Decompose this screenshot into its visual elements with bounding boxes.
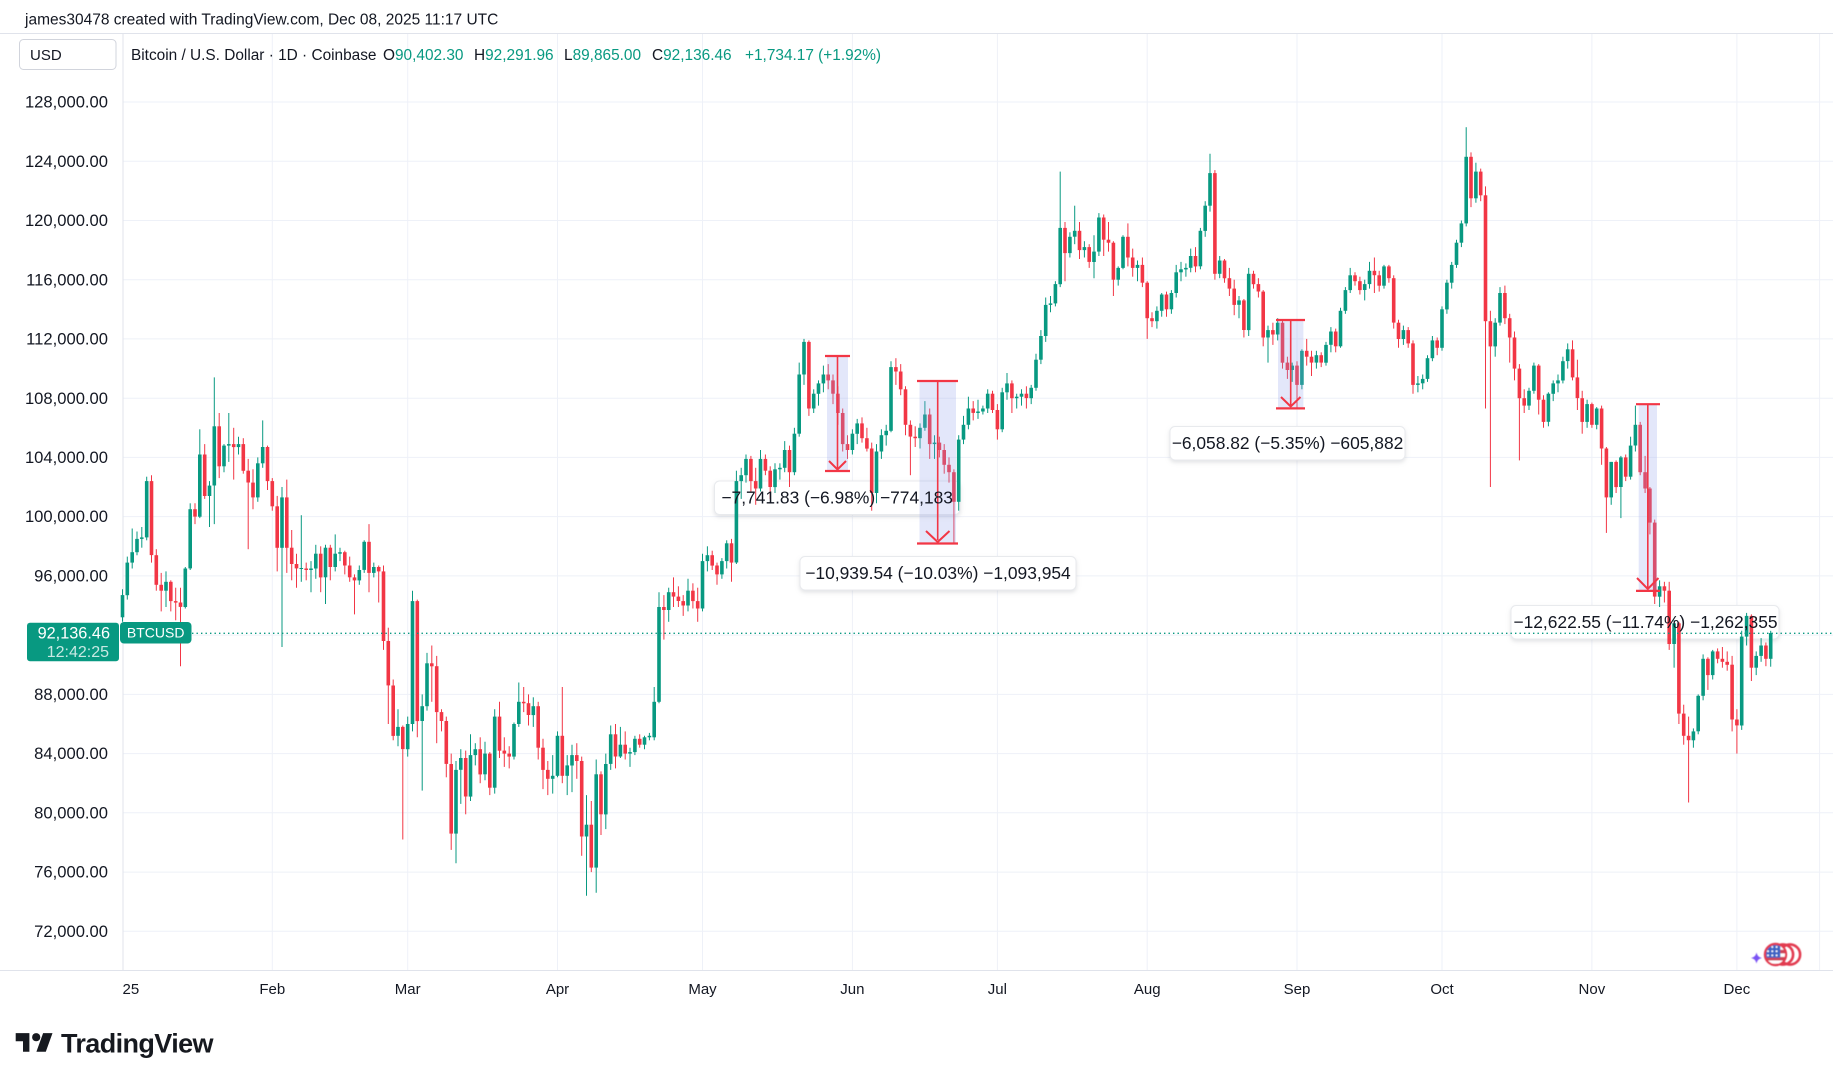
svg-text:96,000.00: 96,000.00 [34,567,108,586]
svg-text:H92,291.96: H92,291.96 [474,47,554,64]
svg-text:116,000.00: 116,000.00 [26,270,108,289]
svg-text:TradingView: TradingView [61,1029,215,1059]
svg-text:112,000.00: 112,000.00 [26,330,108,349]
svg-text:80,000.00: 80,000.00 [34,803,108,822]
svg-text:BTCUSD: BTCUSD [127,625,185,641]
svg-text:12:42:25: 12:42:25 [47,644,109,661]
svg-text:+1,734.17 (+1.92%): +1,734.17 (+1.92%) [745,47,881,64]
svg-text:USD: USD [30,47,62,64]
svg-text:76,000.00: 76,000.00 [34,863,108,882]
svg-text:May: May [688,981,717,998]
svg-text:O90,402.30: O90,402.30 [383,47,463,64]
svg-text:Aug: Aug [1134,981,1161,998]
svg-text:Nov: Nov [1579,981,1606,998]
svg-text:72,000.00: 72,000.00 [34,922,108,941]
svg-text:100,000.00: 100,000.00 [25,507,108,526]
svg-text:Jun: Jun [840,981,864,998]
svg-text:−10,939.54 (−10.03%) −1,093,95: −10,939.54 (−10.03%) −1,093,954 [805,563,1071,583]
svg-text:Mar: Mar [395,981,421,998]
svg-text:james30478 created with Tradin: james30478 created with TradingView.com,… [24,12,498,29]
svg-text:Oct: Oct [1430,981,1454,998]
svg-text:108,000.00: 108,000.00 [25,389,108,408]
svg-text:Jul: Jul [988,981,1007,998]
svg-text:Apr: Apr [546,981,569,998]
svg-text:Feb: Feb [259,981,285,998]
svg-text:Bitcoin / U.S. Dollar · 1D · C: Bitcoin / U.S. Dollar · 1D · Coinbase [131,47,376,64]
svg-text:Sep: Sep [1284,981,1311,998]
svg-text:L89,865.00: L89,865.00 [564,47,641,64]
svg-text:Dec: Dec [1724,981,1751,998]
svg-text:120,000.00: 120,000.00 [25,211,108,230]
svg-text:84,000.00: 84,000.00 [34,744,108,763]
svg-text:128,000.00: 128,000.00 [25,93,108,112]
svg-text:−6,058.82 (−5.35%) −605,882: −6,058.82 (−5.35%) −605,882 [1172,433,1404,453]
svg-text:−12,622.55 (−11.74%) −1,262,35: −12,622.55 (−11.74%) −1,262,355 [1513,612,1777,632]
svg-text:C92,136.46: C92,136.46 [652,47,732,64]
svg-text:104,000.00: 104,000.00 [25,448,108,467]
svg-text:124,000.00: 124,000.00 [25,152,108,171]
svg-text:−7,741.83 (−6.98%) −774,183: −7,741.83 (−6.98%) −774,183 [721,488,953,508]
svg-text:88,000.00: 88,000.00 [34,685,108,704]
svg-text:92,136.46: 92,136.46 [38,624,110,642]
